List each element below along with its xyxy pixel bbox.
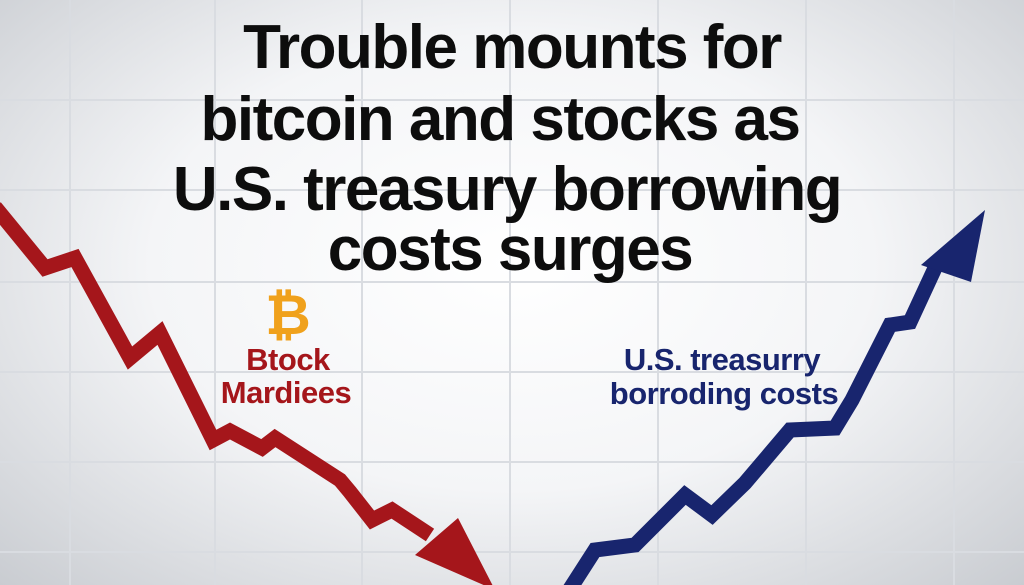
- rising-label-line-1: U.S. treasurry: [624, 342, 822, 377]
- falling-trend-line: [0, 202, 493, 585]
- headline-line-1: Trouble mounts for: [243, 13, 782, 82]
- headline-line-4: costs surges: [328, 215, 693, 284]
- rising-label-line-2: borroding costs: [610, 376, 838, 411]
- falling-label-line-2: Mardiees: [221, 375, 351, 410]
- falling-series-label: Btock Mardiees: [221, 342, 352, 410]
- headline-line-2: bitcoin and stocks as: [200, 85, 799, 154]
- headline-line-3: U.S. treasury borrowing: [173, 155, 841, 224]
- rising-arrowhead: [921, 210, 985, 282]
- headline: Trouble mounts for bitcoin and stocks as…: [173, 13, 843, 284]
- rising-trend-line: [563, 210, 985, 585]
- rising-series-label: U.S. treasurry borroding costs: [610, 342, 839, 411]
- bitcoin-icon: ₿: [265, 283, 311, 348]
- rising-line-path: [563, 264, 942, 585]
- falling-arrowhead: [415, 518, 493, 585]
- falling-label-line-1: Btock: [246, 342, 331, 377]
- falling-line-path: [0, 202, 435, 542]
